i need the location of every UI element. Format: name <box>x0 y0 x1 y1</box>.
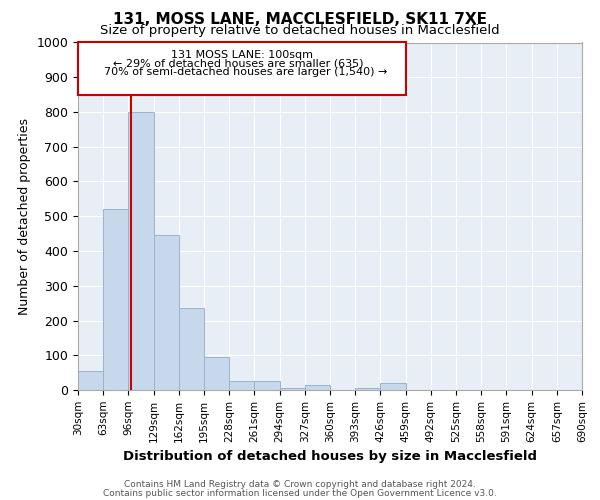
Text: ← 29% of detached houses are smaller (635): ← 29% of detached houses are smaller (63… <box>113 58 363 68</box>
Text: 131 MOSS LANE: 100sqm: 131 MOSS LANE: 100sqm <box>171 50 313 60</box>
Bar <box>103 210 128 390</box>
Text: 131, MOSS LANE, MACCLESFIELD, SK11 7XE: 131, MOSS LANE, MACCLESFIELD, SK11 7XE <box>113 12 487 28</box>
Text: 70% of semi-detached houses are larger (1,540) →: 70% of semi-detached houses are larger (… <box>104 67 388 77</box>
Bar <box>204 357 229 390</box>
Bar <box>229 382 254 390</box>
Bar <box>154 236 179 390</box>
Bar <box>78 371 103 390</box>
Text: Contains HM Land Registry data © Crown copyright and database right 2024.: Contains HM Land Registry data © Crown c… <box>124 480 476 489</box>
Text: Size of property relative to detached houses in Macclesfield: Size of property relative to detached ho… <box>100 24 500 37</box>
Bar <box>254 382 280 390</box>
Bar <box>355 388 380 390</box>
Bar <box>128 112 154 390</box>
Title: 131, MOSS LANE, MACCLESFIELD, SK11 7XE: 131, MOSS LANE, MACCLESFIELD, SK11 7XE <box>0 499 1 500</box>
Bar <box>280 388 305 390</box>
X-axis label: Distribution of detached houses by size in Macclesfield: Distribution of detached houses by size … <box>123 450 537 463</box>
Text: Contains public sector information licensed under the Open Government Licence v3: Contains public sector information licen… <box>103 490 497 498</box>
Bar <box>305 385 330 390</box>
Y-axis label: Number of detached properties: Number of detached properties <box>18 118 31 315</box>
Bar <box>78 42 406 96</box>
Bar <box>179 308 204 390</box>
Bar <box>380 383 406 390</box>
